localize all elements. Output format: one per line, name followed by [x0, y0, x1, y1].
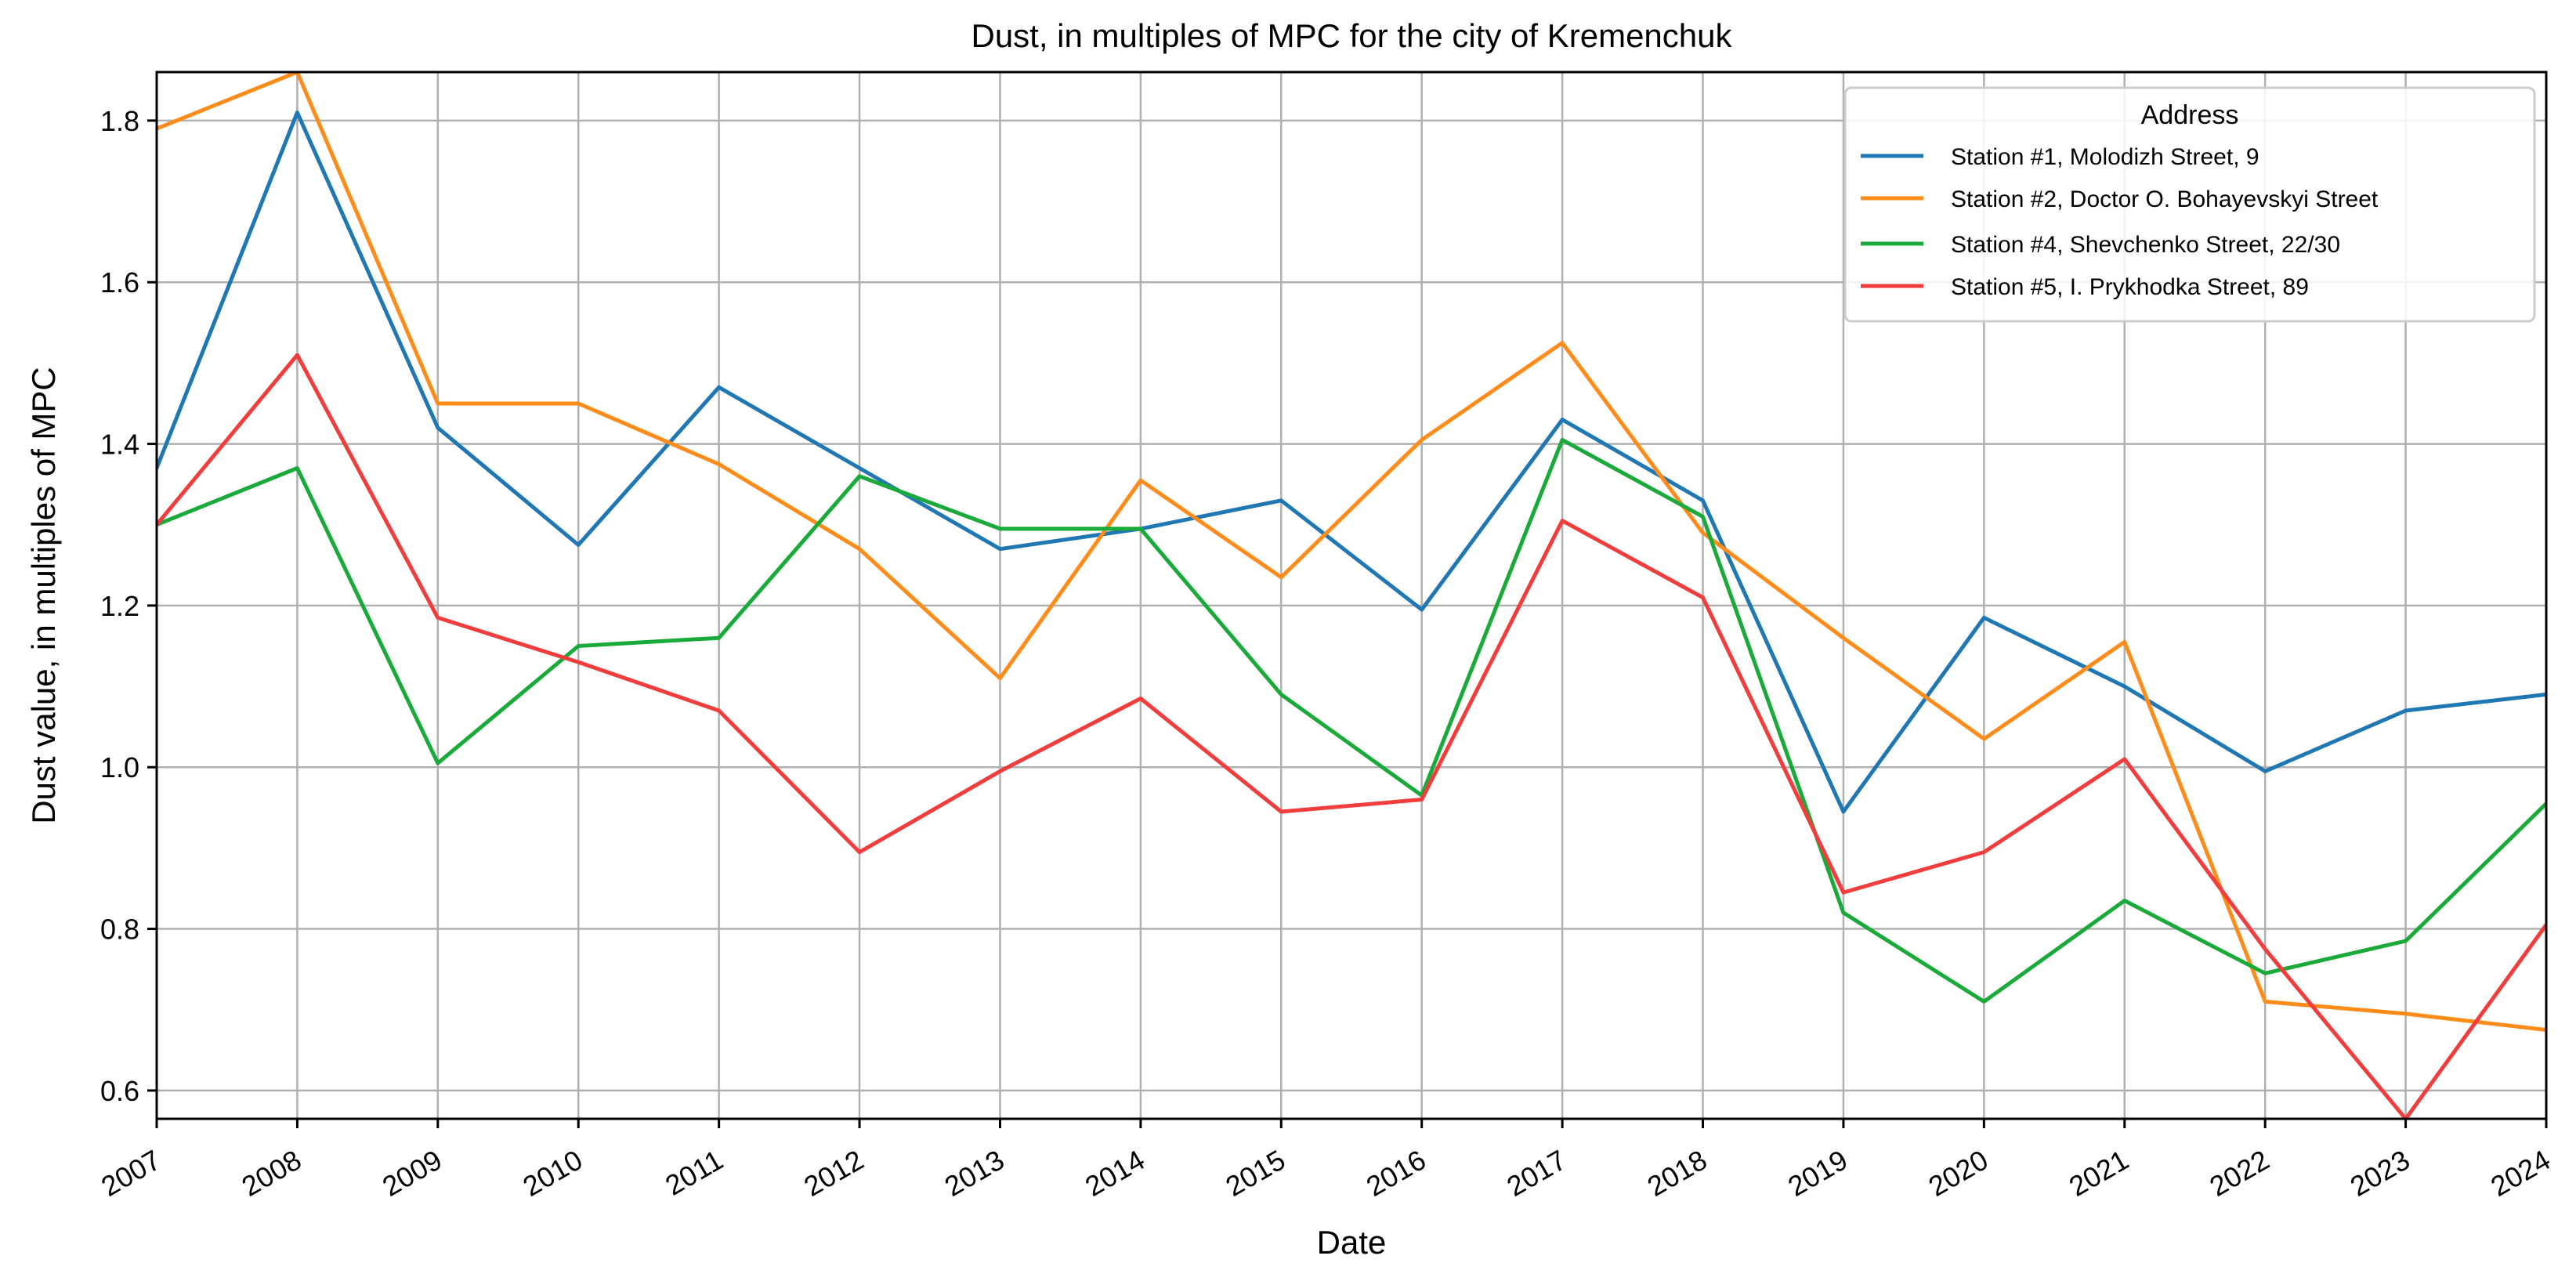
- series-lines: [157, 72, 2546, 1119]
- legend-label: Station #5, I. Prykhodka Street, 89: [1951, 274, 2309, 300]
- legend-box: [1843, 86, 2536, 323]
- legend-label: Station #2, Doctor O. Bohayevskyi Street: [1951, 186, 2379, 212]
- x-axis-label: Date: [1317, 1224, 1387, 1261]
- series-line-station-4: [157, 353, 2546, 1119]
- legend-label: Station #1, Molodizh Street, 9: [1951, 144, 2259, 170]
- series-line-station-3: [157, 437, 2546, 1004]
- y-tick-label: 1.0: [100, 751, 139, 783]
- y-tick-label: 1.8: [100, 105, 139, 137]
- y-tick-label: 0.6: [100, 1075, 139, 1107]
- plot-frame: [155, 71, 2548, 1120]
- chart-title: Dust, in multiples of MPC for the city o…: [971, 17, 1732, 54]
- y-axis-ticks: 0.6 0.8 1.0 1.2 1.4 1.6 1.8: [100, 105, 157, 1107]
- series-line-station-2: [157, 72, 2546, 1032]
- grid-lines: [155, 72, 2548, 1119]
- y-tick-label: 1.2: [100, 590, 139, 622]
- y-tick-label: 1.4: [100, 429, 139, 461]
- y-tick-label: 1.6: [100, 266, 139, 299]
- y-tick-label: 0.8: [100, 914, 139, 946]
- legend-label: Station #4, Shevchenko Street, 22/30: [1951, 232, 2340, 258]
- legend-title: Address: [2141, 100, 2239, 130]
- legend-items: Station #1, Molodizh Street, 9 Station #2…: [1861, 144, 2379, 300]
- y-axis-label: Dust value, in multiples of MPC: [25, 367, 62, 824]
- legend: Address Station #1, Molodizh Street, 9St…: [1843, 86, 2536, 323]
